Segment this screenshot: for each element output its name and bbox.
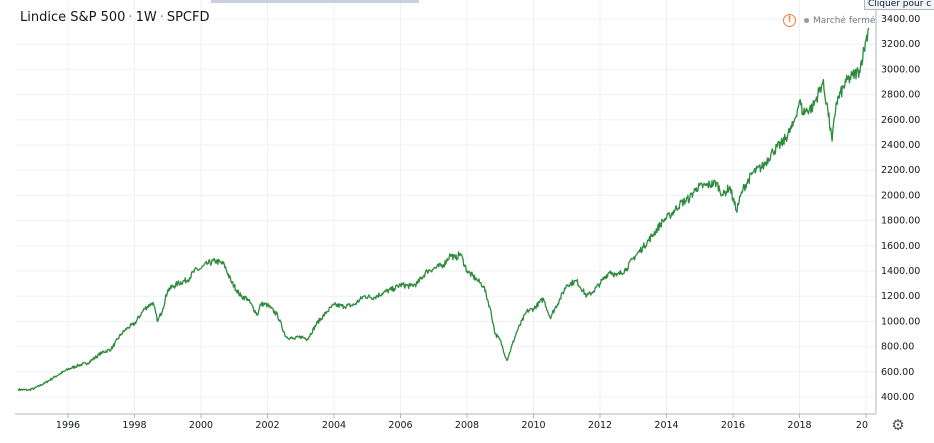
warning-icon[interactable]: ! [783, 14, 796, 27]
y-tick-label: 2600.00 [881, 115, 920, 126]
y-tick-label: 400.00 [881, 392, 914, 403]
x-tick-label: 2010 [521, 420, 545, 431]
time-axis[interactable]: 1996 1998 2000 2002 2004 2006 2008 2010 2012 2014… [56, 414, 868, 431]
x-tick-label: 2014 [654, 420, 678, 431]
y-tick-label: 3200.00 [881, 39, 920, 50]
status-dot-icon [804, 18, 809, 23]
y-tick-label: 2400.00 [881, 140, 920, 151]
x-tick-label: 2004 [322, 420, 346, 431]
chart-title: Lindice S&P 500 · 1W · SPCFD [20, 10, 209, 25]
y-tick-label: 800.00 [881, 342, 914, 353]
market-status-label: Marché fermé [813, 15, 876, 26]
y-tick-label: 1600.00 [881, 241, 920, 252]
top-scroll-indicator[interactable] [211, 0, 419, 3]
x-tick-label: 2012 [588, 420, 612, 431]
x-tick-label: 2016 [721, 420, 745, 431]
market-status[interactable]: ! Marché fermé [783, 14, 875, 27]
x-tick-label: 2002 [255, 420, 279, 431]
interval[interactable]: 1W [135, 10, 157, 25]
data-source: SPCFD [166, 10, 210, 25]
y-tick-label: 2800.00 [881, 90, 920, 101]
gear-icon[interactable]: ⚙ [891, 416, 905, 434]
y-tick-label: 3400.00 [881, 14, 920, 25]
y-tick-label: 600.00 [881, 367, 914, 378]
y-tick-label: 2000.00 [881, 190, 920, 201]
separator-dot: · [159, 10, 164, 25]
y-tick-label: 1000.00 [881, 316, 920, 327]
gridlines [15, 0, 876, 414]
y-tick-label: 2200.00 [881, 165, 920, 176]
y-tick-label: 1200.00 [881, 291, 920, 302]
price-axis[interactable]: 400.00 600.00 800.00 1000.00 1200.00 1400.00 1… [881, 14, 920, 403]
x-tick-label: 2018 [787, 420, 811, 431]
tooltip: Cliquer pour c [864, 0, 934, 10]
x-tick-label: 2000 [189, 420, 213, 431]
x-tick-label: 1998 [122, 420, 146, 431]
series-line [17, 27, 870, 392]
x-tick-label: 1996 [56, 420, 80, 431]
y-tick-label: 1800.00 [881, 216, 920, 227]
x-tick-label: 20 [856, 420, 868, 431]
x-tick-label: 2006 [388, 420, 412, 431]
y-tick-label: 3000.00 [881, 64, 920, 75]
x-tick-label: 2008 [455, 420, 479, 431]
separator-dot: · [128, 10, 133, 25]
y-tick-label: 1400.00 [881, 266, 920, 277]
symbol-name: Lindice S&P 500 [20, 10, 126, 25]
